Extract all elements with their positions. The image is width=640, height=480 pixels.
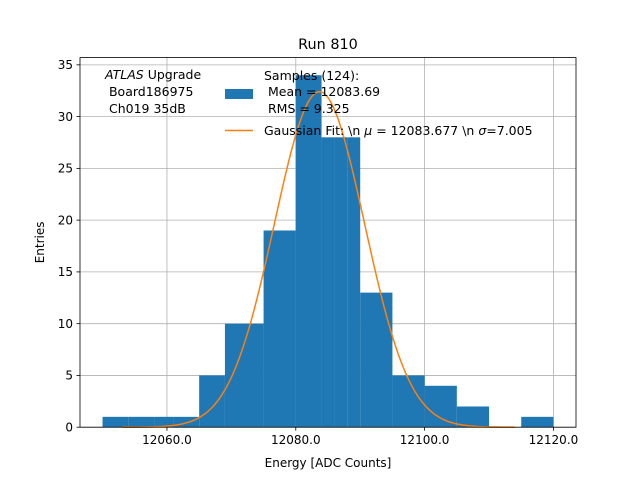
histogram-bar xyxy=(173,416,200,428)
y-tick-label: 30 xyxy=(58,110,73,124)
svg-text:ATLAS Upgrade: ATLAS Upgrade xyxy=(104,67,201,82)
x-tick-label: 12120.0 xyxy=(529,433,579,447)
y-axis-ticks: 0 5 10 15 20 25 30 35 xyxy=(58,58,80,435)
histogram-bar xyxy=(224,323,264,428)
histogram-bar xyxy=(295,75,322,428)
histogram-bars xyxy=(102,75,554,428)
histogram-bar xyxy=(456,406,490,428)
legend: Samples (124): Mean = 12083.69 RMS = 9.3… xyxy=(225,68,533,138)
legend-hist-swatch xyxy=(225,89,253,99)
histogram-bar xyxy=(321,137,335,428)
y-tick-label: 20 xyxy=(58,213,73,227)
histogram-bar xyxy=(199,375,225,428)
x-axis-label: Energy [ADC Counts] xyxy=(265,456,392,470)
histogram-bar xyxy=(128,416,155,428)
y-tick-label: 0 xyxy=(65,421,73,435)
histogram-bar xyxy=(334,137,348,428)
histogram-bar xyxy=(263,230,296,428)
legend-fit-label: Gaussian Fit: \n μ = 12083.677 \n σ=7.00… xyxy=(264,123,533,138)
x-tick-label: 12080.0 xyxy=(271,433,321,447)
histogram-bar xyxy=(102,416,129,428)
chart-title: Run 810 xyxy=(298,37,358,53)
x-tick-label: 12060.0 xyxy=(142,433,192,447)
y-tick-label: 15 xyxy=(58,265,73,279)
y-axis-label: Entries xyxy=(33,222,47,264)
y-tick-label: 10 xyxy=(58,317,73,331)
annotation-line2: Board186975 xyxy=(105,84,193,99)
annotation-italic: ATLAS xyxy=(104,67,144,82)
histogram-bar xyxy=(154,416,174,428)
gaussian-fit-curve xyxy=(121,91,515,428)
legend-hist-line-3: RMS = 9.325 xyxy=(264,101,350,116)
histogram-bar xyxy=(424,385,457,428)
plot-frame xyxy=(79,57,577,428)
legend-hist-line-2: Mean = 12083.69 xyxy=(264,84,380,99)
annotation-rest: Upgrade xyxy=(144,67,202,82)
histogram-bar xyxy=(392,375,425,428)
y-tick-label: 5 xyxy=(65,369,73,383)
histogram-bar xyxy=(360,292,393,428)
legend-hist-line-1: Samples (124): xyxy=(264,68,359,83)
x-axis-ticks: 12060.0 12080.0 12100.0 12120.0 xyxy=(142,427,578,447)
y-tick-label: 35 xyxy=(58,58,73,72)
annotation-line3: Ch019 35dB xyxy=(105,101,186,116)
atlas-annotation: ATLAS Upgrade Board186975 Ch019 35dB xyxy=(104,67,201,116)
histogram-bar xyxy=(521,416,554,428)
y-tick-label: 25 xyxy=(58,162,73,176)
gaussian-fit xyxy=(121,91,515,428)
histogram-bar xyxy=(347,137,361,428)
x-tick-label: 12100.0 xyxy=(400,433,450,447)
